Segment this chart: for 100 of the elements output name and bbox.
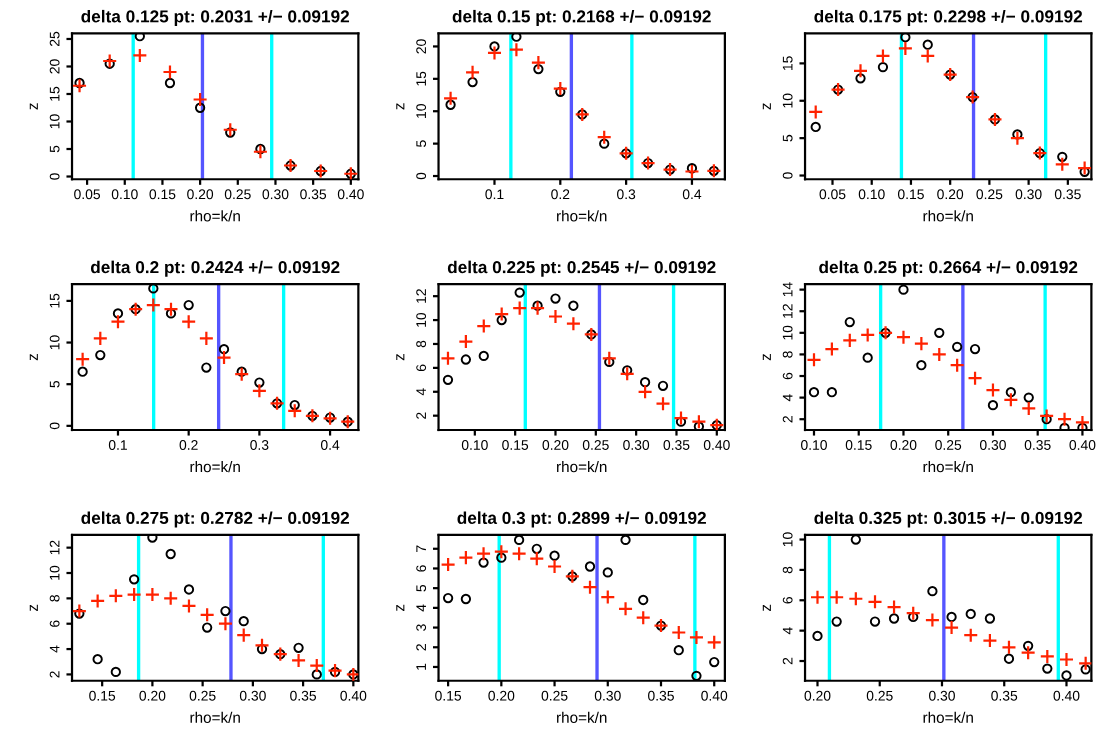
point	[596, 129, 612, 145]
point	[824, 341, 840, 357]
point	[552, 80, 568, 97]
point	[493, 544, 509, 560]
point	[198, 330, 214, 346]
point	[897, 40, 913, 57]
chart-title: delta 0.125 pt: 0.2031 +/− 0.09192	[81, 9, 350, 26]
chart-title: delta 0.325 pt: 0.3015 +/− 0.09192	[814, 511, 1083, 528]
point	[486, 45, 503, 61]
point	[440, 556, 456, 573]
point	[895, 329, 912, 345]
point	[809, 589, 826, 605]
point	[145, 297, 161, 313]
point	[508, 42, 525, 58]
point	[132, 47, 148, 64]
point	[963, 627, 979, 643]
point	[464, 64, 481, 80]
point	[600, 589, 616, 605]
point	[75, 351, 91, 367]
point	[967, 370, 983, 386]
point	[949, 357, 965, 373]
point	[886, 599, 902, 615]
point	[458, 333, 474, 350]
point	[842, 332, 858, 349]
point	[684, 163, 700, 180]
point	[309, 657, 325, 674]
point	[637, 384, 653, 400]
point	[1021, 400, 1037, 417]
point	[511, 546, 527, 562]
chart-title: delta 0.175 pt: 0.2298 +/− 0.09192	[814, 9, 1083, 26]
point	[181, 598, 197, 614]
point	[852, 63, 869, 79]
point	[108, 588, 124, 604]
point	[691, 414, 707, 430]
point	[1074, 414, 1091, 431]
point	[475, 546, 492, 562]
point	[216, 349, 232, 366]
point	[1039, 648, 1055, 665]
point	[254, 637, 270, 653]
point	[458, 550, 474, 566]
point	[875, 48, 891, 64]
point	[985, 382, 1001, 398]
point	[1056, 411, 1073, 427]
point	[1058, 651, 1075, 668]
point	[1077, 160, 1092, 176]
point	[1078, 655, 1092, 671]
chart-title: delta 0.15 pt: 0.2168 +/− 0.09192	[452, 9, 711, 26]
point	[72, 603, 87, 619]
point	[529, 550, 545, 567]
point	[476, 318, 492, 334]
point	[217, 616, 234, 632]
point	[530, 55, 547, 71]
point	[181, 314, 197, 330]
point	[199, 607, 215, 623]
point	[943, 619, 960, 636]
point	[673, 410, 689, 426]
point	[494, 306, 510, 322]
point	[982, 632, 998, 649]
point	[110, 314, 126, 330]
point	[920, 48, 936, 64]
point	[619, 366, 635, 382]
point	[1001, 639, 1017, 655]
point	[287, 403, 303, 419]
point	[1054, 156, 1070, 172]
point	[144, 586, 161, 603]
point	[706, 634, 722, 650]
point	[92, 330, 108, 346]
point	[546, 558, 563, 575]
chart-title: delta 0.225 pt: 0.2545 +/− 0.09192	[447, 260, 716, 277]
point	[529, 300, 546, 316]
point	[163, 590, 179, 606]
point	[251, 383, 267, 399]
point	[931, 346, 947, 363]
point	[442, 90, 459, 106]
point	[162, 64, 178, 80]
point	[1009, 130, 1026, 146]
point	[913, 336, 929, 352]
point	[163, 301, 179, 317]
point	[90, 593, 106, 609]
point	[806, 352, 822, 368]
chart-title: delta 0.275 pt: 0.2782 +/− 0.09192	[81, 511, 350, 528]
point	[601, 350, 617, 366]
point	[848, 591, 864, 607]
point	[252, 144, 269, 160]
point	[236, 627, 252, 643]
point	[1039, 408, 1055, 424]
point	[617, 601, 634, 617]
point	[924, 612, 941, 628]
chart-title: delta 0.2 pt: 0.2424 +/− 0.09192	[90, 260, 340, 277]
point	[635, 610, 651, 626]
point	[582, 579, 598, 595]
point	[234, 366, 250, 382]
chart-title: delta 0.25 pt: 0.2664 +/− 0.09192	[819, 260, 1078, 277]
point	[102, 53, 118, 69]
point	[1020, 645, 1036, 661]
point	[72, 78, 88, 94]
point	[1003, 392, 1019, 408]
point	[671, 624, 687, 641]
point	[860, 327, 876, 343]
point	[655, 396, 671, 412]
